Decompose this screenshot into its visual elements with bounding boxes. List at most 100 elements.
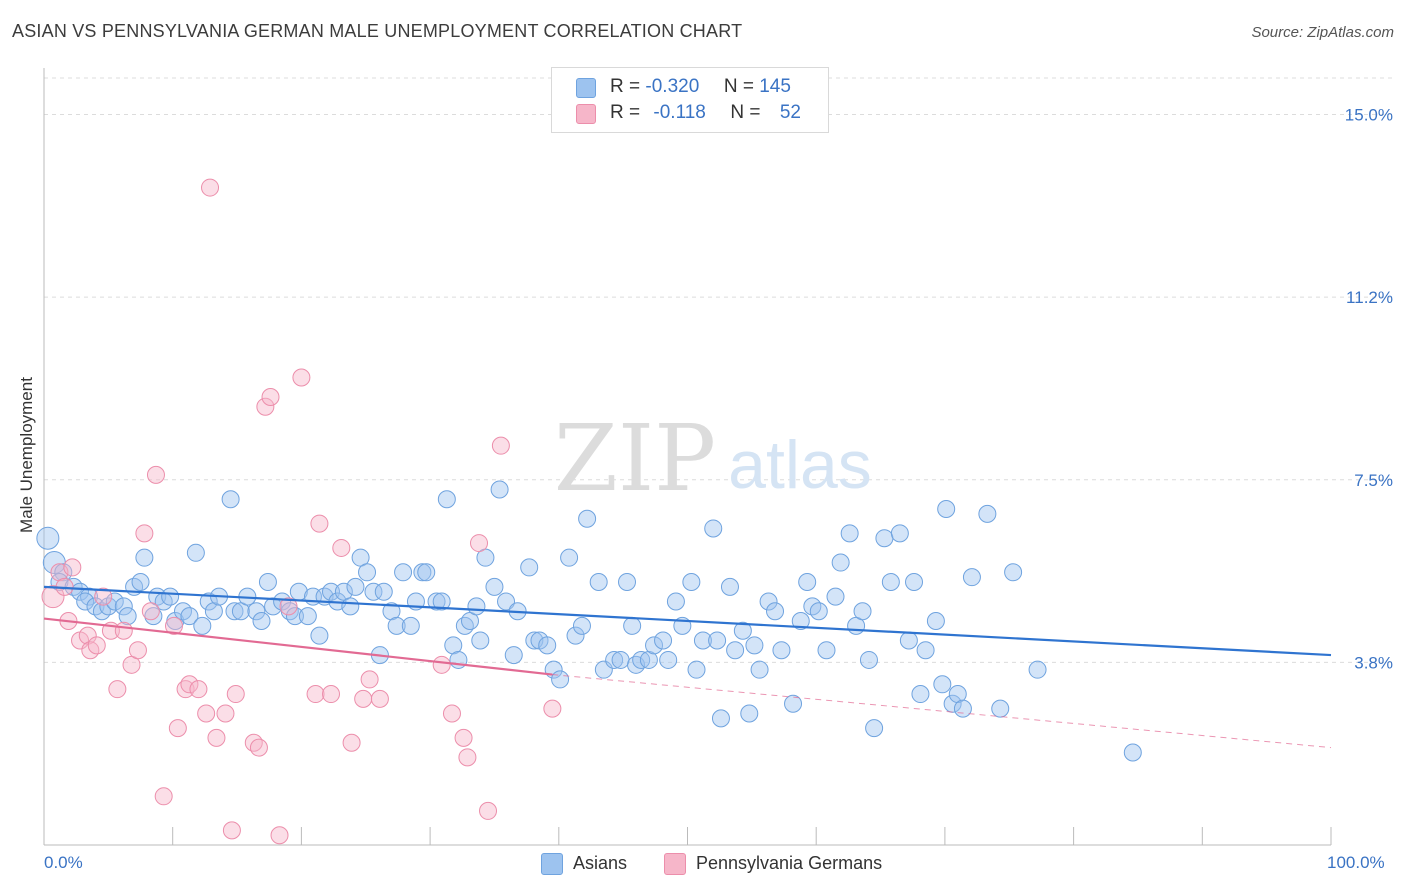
asians-point bbox=[632, 650, 651, 669]
pa-germans-point bbox=[322, 685, 341, 704]
asians-point bbox=[432, 592, 451, 611]
asians-point bbox=[520, 558, 539, 577]
asians-point bbox=[427, 592, 446, 611]
asians-point bbox=[285, 607, 304, 626]
y-tick-label: 7.5% bbox=[1354, 471, 1393, 490]
asians-point bbox=[401, 616, 420, 635]
asians-point bbox=[1123, 743, 1142, 762]
asians-point bbox=[374, 582, 393, 601]
asians-point bbox=[310, 626, 329, 645]
pa-germans-point bbox=[342, 733, 361, 752]
asians-point bbox=[417, 563, 436, 582]
asians-point bbox=[578, 509, 597, 528]
pa-germans-n-label: N = bbox=[730, 102, 761, 123]
asians-point bbox=[497, 592, 516, 611]
asians-point bbox=[199, 592, 218, 611]
axis-layer bbox=[43, 68, 1332, 846]
asians-point bbox=[221, 490, 240, 509]
asians-point bbox=[538, 636, 557, 655]
asians-point bbox=[485, 577, 504, 596]
watermark-zip: ZIP bbox=[554, 405, 716, 512]
pa-germans-point bbox=[180, 675, 199, 694]
pa-germans-point bbox=[222, 821, 241, 840]
y-tick-labels: 15.0% 11.2% 7.5% 3.8% bbox=[1345, 106, 1393, 673]
asians-point bbox=[991, 699, 1010, 718]
pa-germans-n-value: 52 bbox=[779, 102, 801, 123]
asians-point bbox=[144, 607, 163, 626]
asians-point bbox=[831, 553, 850, 572]
asians-point bbox=[750, 660, 769, 679]
watermark-atlas: atlas bbox=[728, 427, 872, 503]
asians-point bbox=[264, 597, 283, 616]
pa-germans-trend-line bbox=[43, 617, 553, 676]
asians-trend-line bbox=[43, 585, 1332, 657]
pa-germans-trend-extension bbox=[552, 674, 1332, 749]
asians-point bbox=[180, 607, 199, 626]
asians-point bbox=[881, 573, 900, 592]
asians-point bbox=[693, 631, 712, 650]
pa-germans-point bbox=[63, 558, 82, 577]
pa-germans-swatch bbox=[576, 104, 596, 124]
watermark: ZIP atlas bbox=[554, 405, 872, 512]
asians-point bbox=[745, 636, 764, 655]
asians-point bbox=[733, 621, 752, 640]
pa-germans-point bbox=[442, 704, 461, 723]
asians-point bbox=[623, 616, 642, 635]
asians-point bbox=[704, 519, 723, 538]
pa-germans-point bbox=[270, 826, 289, 845]
pa-germans-point bbox=[207, 728, 226, 747]
pa-germans-r-value: -0.118 bbox=[653, 102, 706, 123]
asians-point bbox=[252, 611, 271, 630]
pa-germans-point bbox=[354, 689, 373, 708]
asians-point bbox=[687, 660, 706, 679]
asians-point bbox=[54, 563, 73, 582]
pa-germans-r-label: R = bbox=[610, 102, 641, 123]
pa-germans-point bbox=[306, 685, 325, 704]
asians-point bbox=[225, 602, 244, 621]
asians-point bbox=[358, 563, 377, 582]
x-tick-min: 0.0% bbox=[44, 853, 83, 872]
asians-point bbox=[809, 602, 828, 621]
asians-point bbox=[135, 548, 154, 567]
points-layer bbox=[36, 178, 1142, 845]
asians-point bbox=[711, 709, 730, 728]
asians-point bbox=[772, 641, 791, 660]
pa-germans-point bbox=[41, 585, 65, 609]
asians-point bbox=[911, 685, 930, 704]
asians-point bbox=[853, 602, 872, 621]
pa-germans-point bbox=[454, 728, 473, 747]
pa-germans-point bbox=[244, 733, 263, 752]
asians-point bbox=[645, 636, 664, 655]
pa-germans-point bbox=[146, 465, 165, 484]
stats-legend: R = -0.320 N = 145 R = -0.118 N = 52 bbox=[551, 67, 829, 133]
asians-n-label: N = bbox=[723, 76, 754, 97]
asians-point bbox=[605, 650, 624, 669]
asians-point bbox=[247, 602, 266, 621]
asians-point bbox=[572, 616, 591, 635]
asians-stats: R = -0.320 N = 145 bbox=[610, 76, 791, 98]
pa-germans-point bbox=[197, 704, 216, 723]
asians-point bbox=[937, 499, 956, 518]
asians-point bbox=[560, 548, 579, 567]
asians-point bbox=[682, 573, 701, 592]
asians-point bbox=[346, 577, 365, 596]
asians-point bbox=[394, 563, 413, 582]
asians-point bbox=[131, 573, 150, 592]
asians-point bbox=[943, 694, 962, 713]
asians-point bbox=[322, 582, 341, 601]
pa-germans-point bbox=[543, 699, 562, 718]
asians-point bbox=[504, 646, 523, 665]
asians-point bbox=[382, 602, 401, 621]
asians-point bbox=[708, 631, 727, 650]
trend-layer bbox=[43, 585, 1332, 749]
source-credit: Source: ZipAtlas.com bbox=[1251, 24, 1394, 41]
pa-germans-point bbox=[249, 738, 268, 757]
asians-point bbox=[666, 592, 685, 611]
asians-r-value: -0.320 bbox=[645, 76, 700, 97]
asians-point bbox=[364, 582, 383, 601]
pa-germans-point bbox=[256, 397, 275, 416]
asians-point bbox=[413, 563, 432, 582]
asians-point bbox=[76, 592, 95, 611]
asians-point bbox=[978, 504, 997, 523]
